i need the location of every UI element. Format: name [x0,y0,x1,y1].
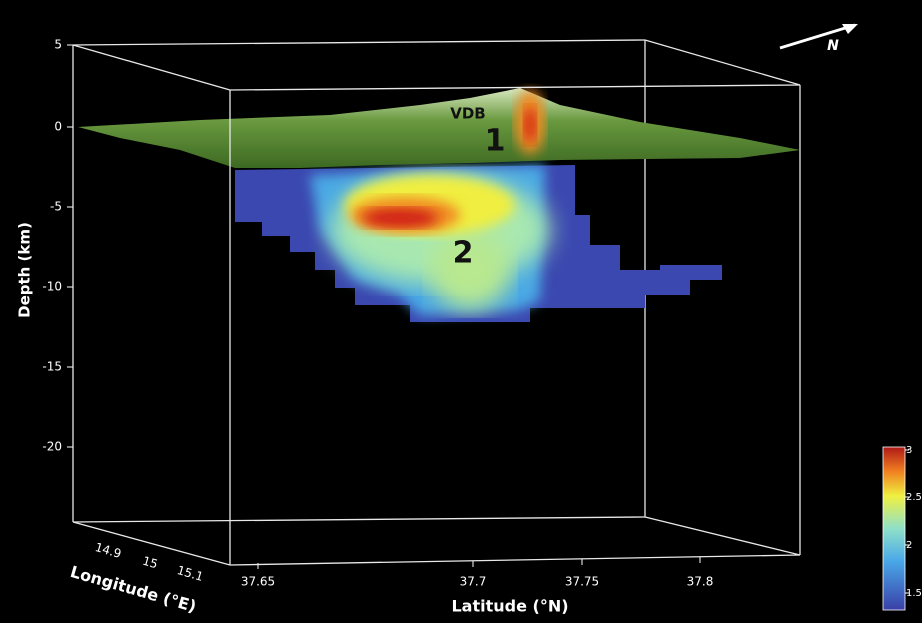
y-tick-label: -10 [42,280,62,294]
y-tick-label: -5 [50,200,62,214]
annotation: 2 [453,236,474,271]
y-tick-label: 5 [54,38,62,52]
longitude-tick-label: 15.1 [175,563,205,584]
colorbar [882,446,906,611]
x-tick-label: 37.7 [460,575,487,589]
y-tick-label: -20 [42,440,62,454]
velocity-volume [235,165,722,322]
x-tick-label: 37.8 [687,575,714,589]
terrain-surface [78,88,800,168]
colorbar-tick-label: 2 [906,540,912,551]
longitude-tick-label: 14.9 [93,540,123,561]
summit-core [524,107,536,143]
colorbar-tick-label: 3 [906,445,912,456]
latitude-axis-label: Latitude (°N) [451,597,568,616]
north-label: N [827,38,839,54]
depth-axis-label: Depth (km) [16,222,34,318]
y-tick-label: 0 [54,120,62,134]
annotation: 1 [485,124,506,159]
y-tick-label: -15 [42,360,62,374]
annotation: VDB [450,105,486,123]
longitude-tick-label: 15 [141,554,160,572]
colorbar-tick-label: 2.5 [906,492,922,503]
box-front [72,84,801,566]
colorbar-tick-label: 1.5 [906,588,922,599]
north-arrow [779,23,858,50]
x-tick-label: 37.65 [241,575,275,589]
x-tick-label: 37.75 [565,575,599,589]
